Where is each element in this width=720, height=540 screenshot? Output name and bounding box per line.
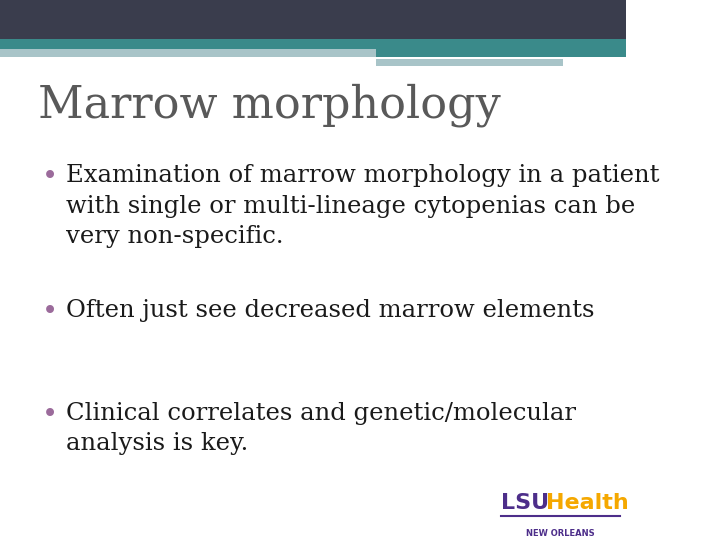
Text: Health: Health bbox=[546, 494, 629, 514]
FancyBboxPatch shape bbox=[0, 49, 376, 57]
Text: NEW ORLEANS: NEW ORLEANS bbox=[526, 529, 595, 537]
FancyBboxPatch shape bbox=[0, 0, 626, 39]
Text: LSU: LSU bbox=[500, 494, 549, 514]
FancyBboxPatch shape bbox=[376, 59, 563, 66]
Text: •: • bbox=[42, 165, 58, 191]
Text: •: • bbox=[42, 299, 58, 325]
Text: Often just see decreased marrow elements: Often just see decreased marrow elements bbox=[66, 299, 594, 322]
Text: •: • bbox=[42, 402, 58, 428]
Text: Marrow morphology: Marrow morphology bbox=[37, 84, 500, 127]
FancyBboxPatch shape bbox=[376, 49, 626, 57]
Text: Clinical correlates and genetic/molecular
analysis is key.: Clinical correlates and genetic/molecula… bbox=[66, 402, 576, 455]
FancyBboxPatch shape bbox=[0, 39, 626, 49]
Text: Examination of marrow morphology in a patient
with single or multi-lineage cytop: Examination of marrow morphology in a pa… bbox=[66, 165, 660, 248]
